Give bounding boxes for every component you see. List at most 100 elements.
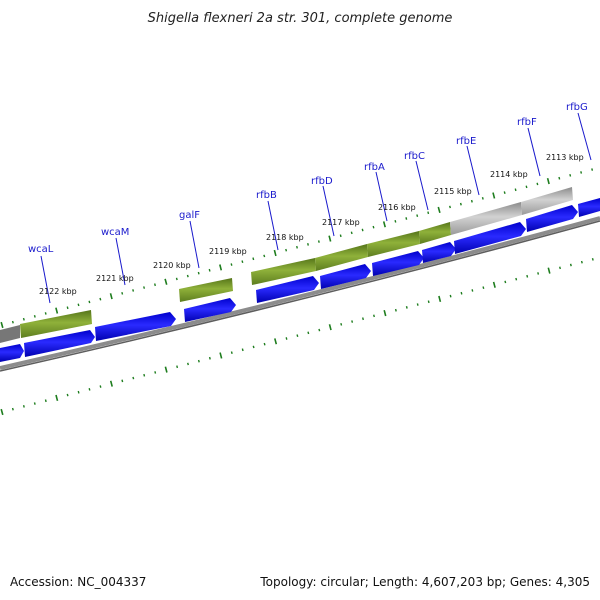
scale-tick (492, 192, 496, 199)
leader-line (115, 237, 126, 286)
genome-backbone-shadow (0, 220, 600, 372)
scale-tick (176, 365, 179, 369)
scale-tick (99, 385, 102, 388)
genome-summary: Topology: circular; Length: 4,607,203 bp… (259, 575, 590, 589)
scale-tick (208, 268, 211, 272)
scale-tick (405, 306, 408, 309)
scale-tick (471, 289, 474, 292)
gene-label-rfba: rfbA (364, 162, 385, 173)
leader-line (527, 127, 541, 177)
scale-tick (340, 323, 343, 326)
scale-tick (274, 338, 278, 345)
scale-tick (219, 352, 223, 359)
scale-tick (559, 266, 561, 270)
scale-tick (132, 376, 135, 380)
scale-tick (154, 283, 156, 287)
scale-tick (241, 348, 244, 352)
scale-tick (121, 379, 124, 383)
scale-tick (569, 174, 572, 177)
scale-tick (263, 254, 266, 258)
gene-labels: wcaL wcaM galF rfbB rfbD rfbA rfbC rfbE … (28, 102, 588, 255)
scale-tick (504, 280, 507, 284)
scale-tick (328, 235, 332, 242)
scale-tick (66, 393, 69, 397)
scale-tick (22, 317, 25, 321)
cds-arrow (422, 242, 456, 263)
kbp-label: 2121 kbp (96, 274, 134, 283)
leader-line (466, 145, 480, 196)
cds-arrow (454, 222, 526, 254)
scale-tick (33, 315, 36, 318)
scale-tick (154, 371, 157, 374)
gene-leaders (40, 112, 592, 304)
scale-tick (296, 334, 299, 337)
scale-tick (492, 281, 496, 288)
feature-block (20, 310, 92, 338)
scale-tick (416, 303, 419, 306)
cds-arrow (24, 330, 95, 357)
scale-tick (546, 177, 550, 185)
feature-block (0, 325, 20, 343)
scale-tick (0, 408, 4, 416)
leader-line (375, 171, 388, 222)
kbp-label: 2122 kbp (39, 287, 77, 296)
feature-block (179, 278, 233, 302)
scale-tick (44, 399, 47, 403)
gene-label-wcal: wcaL (28, 244, 54, 255)
scale-tick (143, 286, 146, 289)
scale-tick (515, 277, 518, 281)
leader-line (415, 160, 429, 211)
gene-label-rfbg: rfbG (566, 102, 588, 113)
leader-line (322, 185, 335, 237)
scale-tick (537, 272, 540, 275)
gene-label-rfbf: rfbF (517, 117, 537, 128)
scale-tick (449, 294, 452, 298)
scale-tick (0, 321, 4, 329)
scale-tick (187, 362, 189, 366)
scale-tick (459, 202, 462, 206)
scale-tick (296, 245, 298, 249)
scale-tick (143, 373, 146, 377)
scale-tick (580, 171, 583, 174)
cds-arrow (256, 276, 319, 303)
leader-line (189, 220, 200, 269)
scale-tick (361, 228, 364, 232)
scale-tick (591, 258, 594, 261)
scale-tick (394, 308, 397, 312)
genome-backbone (0, 216, 600, 370)
gene-label-galf: galF (179, 210, 200, 221)
scale-tick (383, 309, 387, 317)
scale-tick (263, 342, 266, 346)
tick-row-bottom (0, 258, 594, 416)
scale-tick (88, 388, 91, 391)
feature-block (419, 222, 451, 244)
scale-tick (591, 168, 594, 171)
cds-arrow (372, 251, 424, 276)
feature-block (521, 187, 573, 215)
scale-tick (536, 182, 539, 186)
tick-row-top (0, 168, 594, 329)
scale-tick (109, 293, 113, 300)
scale-tick (121, 292, 124, 295)
scale-tick (525, 185, 528, 189)
gene-label-rfbe: rfbE (456, 136, 476, 147)
scale-tick (252, 345, 255, 349)
scale-tick (186, 274, 189, 278)
scale-tick (55, 394, 59, 402)
cds-arrow (184, 298, 236, 322)
scale-tick (285, 248, 288, 252)
scale-tick (285, 337, 288, 340)
scale-tick (350, 231, 353, 235)
scale-tick (11, 407, 14, 411)
scale-tick (208, 356, 211, 360)
cds-arrow (0, 344, 24, 362)
scale-tick (514, 188, 517, 192)
scale-tick (164, 278, 168, 285)
scale-tick (197, 359, 200, 363)
scale-tick (351, 320, 354, 323)
scale-tick (382, 221, 386, 228)
kbp-label: 2117 kbp (322, 218, 360, 227)
scale-tick (317, 240, 320, 243)
